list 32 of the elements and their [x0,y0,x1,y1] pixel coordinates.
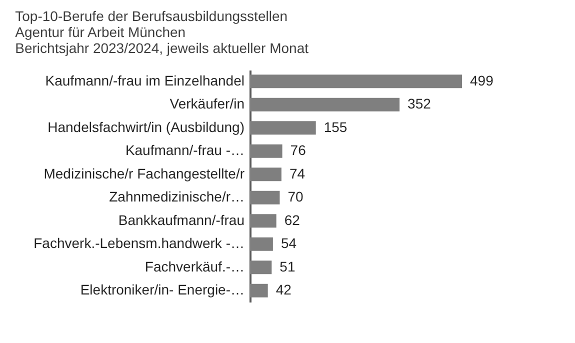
bar [250,74,462,88]
data-label: 352 [408,96,432,112]
y-tick-label: Kaufmann/-frau im Einzelhandel [45,72,244,88]
data-label: 70 [288,188,304,205]
y-tick-label: Elektroniker/in- Energie-… [80,282,244,298]
data-label: 62 [284,212,300,228]
y-tick-label: Verkäufer/in [170,96,244,112]
data-label: 155 [324,118,348,135]
bar [250,98,400,112]
bar [250,284,268,298]
data-label: 499 [470,72,494,88]
y-tick-label: Handelsfachwirt/in (Ausbildung) [48,118,244,135]
chart-subtitle: Agentur für Arbeit München Berichtsjahr 2023/2024, jeweils aktueller Monat [15,24,309,56]
y-tick-label: Medizinische/r Fachangestellte/r [44,165,245,182]
data-label: 54 [280,235,297,252]
bar [250,237,273,251]
bar [250,190,280,204]
data-label: 74 [289,165,306,182]
bar [250,260,272,274]
chart-title: Top-10-Berufe der Berufsausbildungsstellen [15,8,288,24]
y-tick-label: Bankkaufmann/-frau [118,212,244,228]
bar [250,214,276,228]
y-tick-label: Zahnmedizinische/r… [109,188,244,205]
data-label: 76 [290,142,306,158]
y-tick-label: Fachverkäuf.-… [144,258,244,274]
data-label: 42 [276,282,292,298]
bar [250,121,316,135]
y-tick-label: Kaufmann/-frau -… [125,142,244,158]
y-tick-label: Fachverk.-Lebensm.handwerk -… [34,235,244,252]
data-label: 51 [280,258,296,274]
bar [250,144,282,158]
bar [250,168,282,182]
